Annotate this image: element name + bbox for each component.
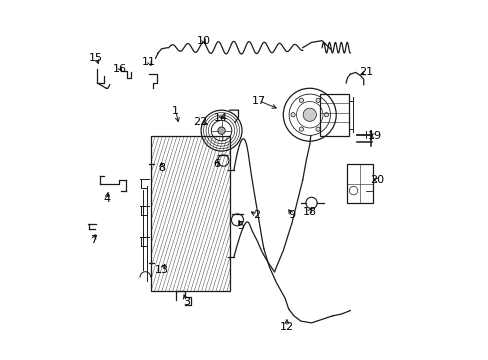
Text: 17: 17 [251,96,265,105]
Text: 12: 12 [279,322,293,332]
Text: 22: 22 [193,117,207,127]
Text: 7: 7 [90,235,97,245]
Circle shape [303,108,316,121]
Text: 6: 6 [212,159,219,169]
Bar [346,164,372,203]
Circle shape [315,127,320,131]
Text: 21: 21 [358,67,372,77]
Bar [320,94,348,136]
Text: 18: 18 [302,207,316,217]
Circle shape [324,113,328,117]
Bar [151,136,230,291]
Text: 4: 4 [103,194,110,204]
Text: 9: 9 [288,210,295,220]
Text: 14: 14 [213,113,227,123]
Text: 11: 11 [142,57,156,67]
Text: 13: 13 [154,265,168,275]
Text: 10: 10 [197,36,210,46]
Circle shape [299,98,303,102]
Text: 16: 16 [113,64,127,74]
Text: 2: 2 [253,210,260,220]
Circle shape [218,127,225,134]
Text: 5: 5 [237,221,244,231]
Circle shape [299,127,303,131]
Text: 19: 19 [367,131,381,141]
Text: 8: 8 [158,163,165,173]
Text: 1: 1 [172,106,179,116]
Text: 15: 15 [89,53,103,63]
Text: 20: 20 [369,175,383,185]
Text: 3: 3 [183,297,189,307]
Circle shape [315,98,320,102]
Circle shape [290,113,295,117]
